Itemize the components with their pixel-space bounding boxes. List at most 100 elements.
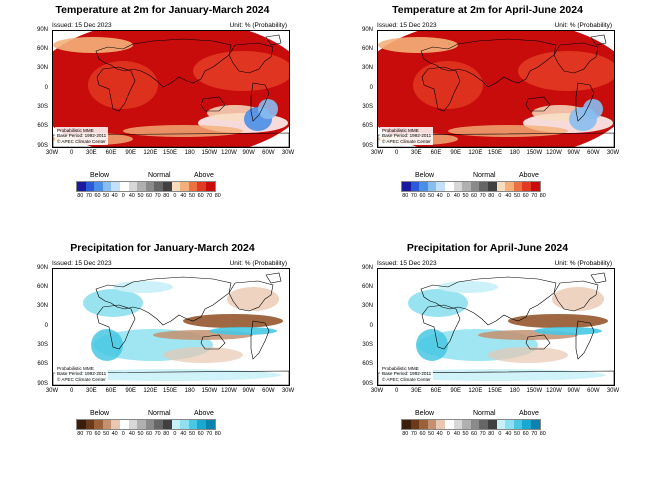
coastline [553, 280, 599, 312]
forecast-region [534, 327, 602, 335]
legend-heading-normal: Normal [148, 410, 171, 417]
longitude-label: 180 [184, 150, 195, 156]
legend-swatch [496, 420, 506, 429]
legend-tick-label: 80 [488, 193, 495, 199]
legend-swatch [137, 420, 146, 429]
legend-swatch [462, 182, 471, 191]
legend-tick-label: 40 [505, 431, 512, 437]
legend-swatch [85, 182, 95, 191]
latitude-label: 30S [37, 342, 48, 348]
legend-swatch [145, 420, 155, 429]
coastline [228, 42, 274, 74]
longitude-label: 180 [184, 388, 195, 394]
legend-tick-label: 80 [163, 193, 170, 199]
latitude-label: 60S [362, 123, 373, 129]
legend-swatch [102, 182, 112, 191]
coastline [265, 34, 282, 46]
forecast-region [123, 125, 243, 137]
legend-tick-label: 60 [522, 431, 529, 437]
legend-tick-label: 60 [197, 431, 204, 437]
legend-colorbar [76, 181, 216, 192]
latitude-label: 90S [362, 143, 373, 149]
legend-tick-label: 0 [121, 431, 125, 437]
legend-swatch [180, 420, 189, 429]
legend-tick-label: 0 [173, 431, 177, 437]
panel-title: Temperature at 2m for January-March 2024 [55, 4, 270, 16]
map-panel-1: Temperature at 2m for January-March 2024… [0, 0, 325, 244]
legend-tick-label: 70 [479, 431, 486, 437]
legend-swatch [154, 420, 163, 429]
legend-swatch [171, 182, 181, 191]
legend-tick-label: 40 [180, 193, 187, 199]
legend-tick-label: 40 [453, 193, 460, 199]
legend-tick-label: 50 [103, 193, 110, 199]
legend-tick-label: 70 [531, 193, 538, 199]
legend-tick-label: 60 [471, 193, 478, 199]
legend-tick-label: 0 [498, 193, 502, 199]
latitude-label: 60S [362, 361, 373, 367]
info-line: Base Period: 1992-2011 [57, 133, 107, 139]
legend-tick-label: 70 [206, 193, 213, 199]
coastline [421, 66, 461, 112]
info-line: Probabilistic MME [57, 365, 94, 371]
longitude-label: 60W [587, 388, 600, 394]
coastline [200, 334, 226, 350]
forecast-region [113, 281, 173, 293]
coastline [200, 96, 226, 112]
legend-swatch [128, 182, 138, 191]
forecast-region [386, 369, 606, 381]
legend-tick-label: 0 [446, 193, 450, 199]
longitude-label: 60E [105, 388, 117, 394]
legend-swatch [444, 420, 454, 429]
legend-swatch [128, 420, 138, 429]
longitude-label: 30W [606, 388, 620, 394]
longitude-label: 0 [69, 388, 74, 394]
latitude-label: 30N [361, 65, 373, 71]
longitude-label: 150W [201, 150, 218, 156]
legend-swatch [119, 420, 129, 429]
info-line: © APEC Climate Center [382, 138, 431, 144]
forecast-region [61, 369, 281, 381]
legend-swatch [462, 420, 471, 429]
longitude-label: 180 [509, 388, 520, 394]
coastline [228, 280, 274, 312]
issued-date: Issued: 15 Dec 2023 [52, 260, 112, 267]
legend-tick-label: 40 [180, 431, 187, 437]
longitude-label: 30W [370, 150, 384, 156]
info-line: © APEC Climate Center [382, 376, 431, 382]
map-panel-3: Precipitation for January-March 2024 Issu… [0, 238, 325, 482]
legend-heading-below: Below [415, 410, 435, 417]
legend-tick-label: 80 [539, 431, 546, 437]
legend-swatch [505, 420, 514, 429]
longitude-label: 0 [69, 150, 74, 156]
legend-swatch [205, 420, 215, 429]
legend-swatch [436, 182, 445, 191]
unit-label: Unit: % (Probability) [554, 22, 612, 29]
map-info-box: Probabilistic MME Base Period: 1992-2011 ©… [55, 364, 109, 383]
forecast-region [583, 99, 603, 119]
forecast-region [193, 51, 289, 91]
legend-swatch [111, 420, 120, 429]
longitude-label: 150W [526, 150, 543, 156]
forecast-region [518, 51, 614, 91]
coastline [250, 82, 270, 122]
legend-swatch [436, 420, 445, 429]
latitude-label: 0 [44, 85, 48, 91]
forecast-region [488, 347, 568, 363]
forecast-region [438, 281, 498, 293]
legend-tick-label: 60 [197, 193, 204, 199]
legend-tick-label: 40 [436, 431, 443, 437]
legend-tick-label: 40 [128, 431, 135, 437]
info-line: Probabilistic MME [57, 127, 94, 133]
coastline [590, 272, 607, 284]
legend-tick-label: 50 [462, 193, 469, 199]
legend-tick-label: 70 [154, 193, 161, 199]
latitude-label: 60N [36, 284, 48, 290]
forecast-region [378, 37, 458, 53]
longitude-label: 120E [468, 150, 483, 156]
legend-swatch [171, 420, 181, 429]
longitude-label: 120W [221, 388, 237, 394]
info-line: Probabilistic MME [382, 365, 419, 371]
legend-tick-label: 50 [189, 431, 196, 437]
longitude-label: 120W [546, 150, 562, 156]
